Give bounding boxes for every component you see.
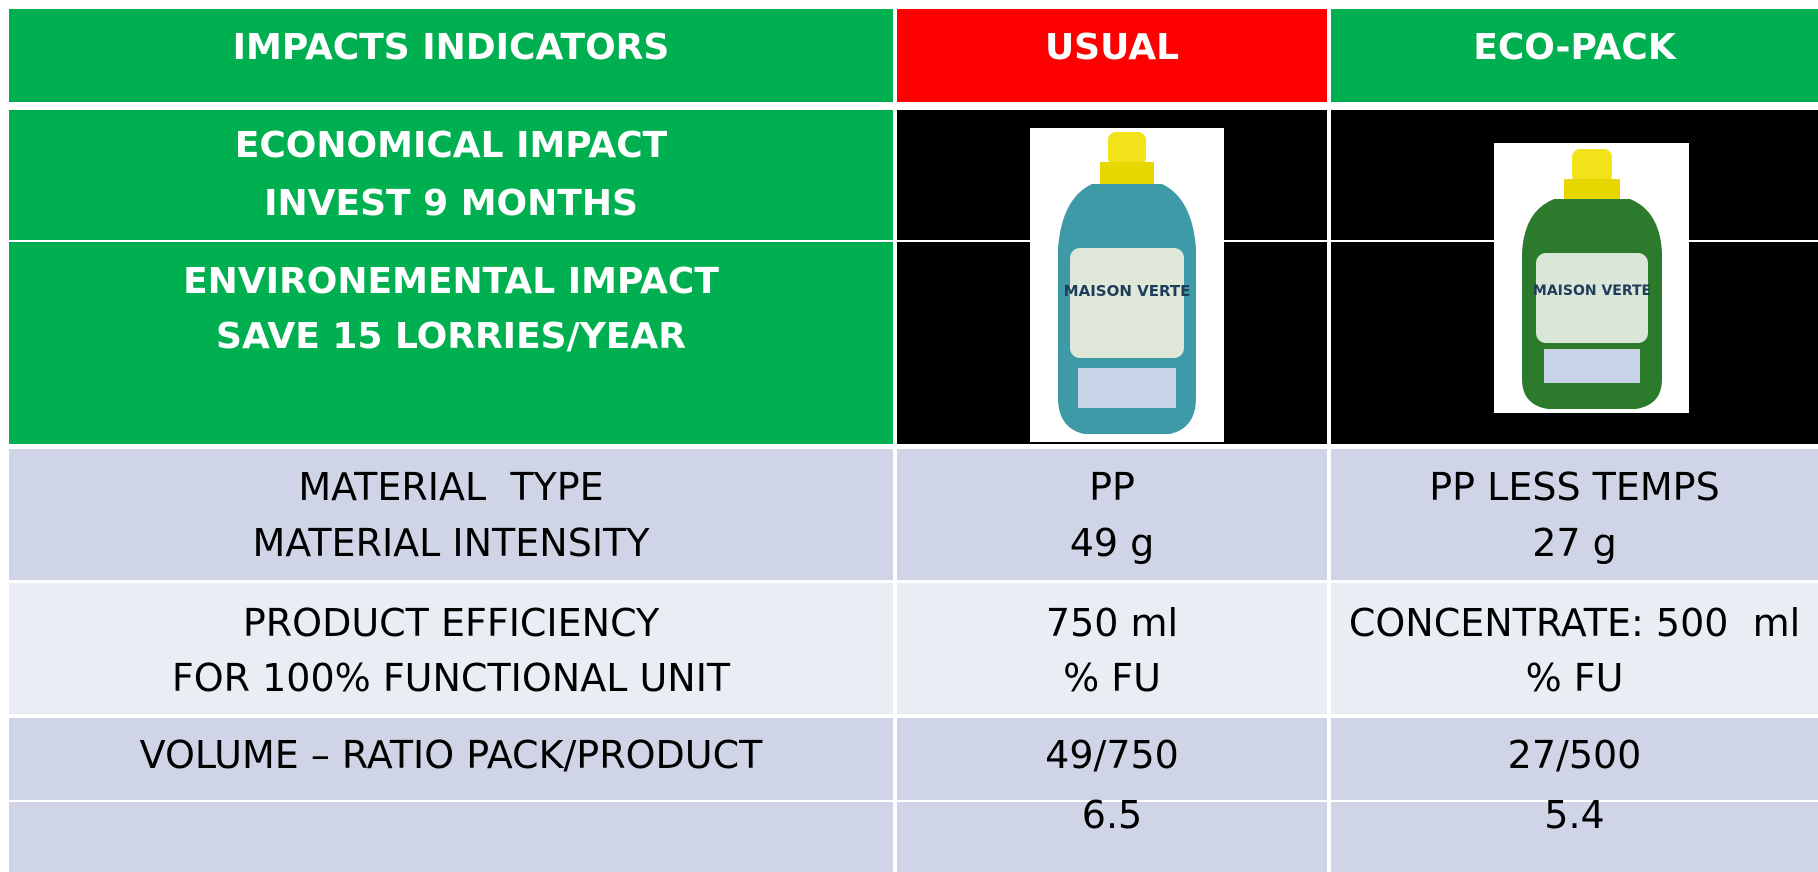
row-cell [1331, 802, 1818, 872]
row-cell [9, 449, 893, 580]
row-text: CONCENTRATE: 500 ml [1348, 601, 1801, 645]
row-cell [897, 583, 1327, 714]
row-text: PP [1089, 465, 1135, 509]
row-text: PRODUCT EFFICIENCY [242, 601, 660, 645]
row-cell [897, 802, 1327, 872]
header-text: IMPACTS INDICATORS [232, 27, 670, 68]
impact-cell [9, 242, 893, 444]
row-cell [9, 802, 893, 872]
header-text: USUAL [1044, 27, 1180, 68]
row-text: 750 ml [1045, 601, 1179, 645]
row-cell [897, 449, 1327, 580]
row-text: VOLUME – RATIO PACK/PRODUCT [139, 733, 763, 777]
impact-cell [9, 110, 893, 240]
row-text: 49/750 [1045, 733, 1179, 777]
impact-text: ECONOMICAL IMPACT [234, 125, 668, 166]
bottle-label: MAISON VERTE [1533, 283, 1651, 299]
eco-bottle: MAISON VERTE [1494, 143, 1689, 413]
impact-text: INVEST 9 MONTHS [264, 183, 638, 224]
row-cell [1331, 449, 1818, 580]
usual-bottle: MAISON VERTE [1030, 128, 1224, 442]
row-cell [1331, 718, 1818, 800]
row-text: FOR 100% FUNCTIONAL UNIT [171, 656, 731, 700]
row-text: 27/500 [1507, 733, 1642, 777]
row-text: MATERIAL INTENSITY [252, 521, 650, 565]
row-text: 5.4 [1544, 793, 1605, 837]
row-text: % FU [1063, 656, 1161, 700]
row-text: PP LESS TEMPS [1429, 465, 1720, 509]
row-cell [1331, 583, 1818, 714]
row-text: % FU [1525, 656, 1624, 700]
row-text: MATERIAL TYPE [298, 465, 604, 509]
header-text: ECO-PACK [1473, 27, 1676, 68]
header-cell [9, 9, 893, 102]
row-cell [9, 583, 893, 714]
row-text: 27 g [1532, 521, 1617, 565]
header-cell [1331, 9, 1818, 102]
impact-text: ENVIRONEMENTAL IMPACT [183, 261, 719, 302]
row-cell [897, 718, 1327, 800]
row-cell [9, 718, 893, 800]
row-text: 49 g [1069, 521, 1155, 565]
header-cell [897, 9, 1327, 102]
bottle-label: MAISON VERTE [1064, 282, 1191, 300]
impact-text: SAVE 15 LORRIES/YEAR [216, 316, 686, 357]
row-text: 6.5 [1081, 793, 1143, 837]
